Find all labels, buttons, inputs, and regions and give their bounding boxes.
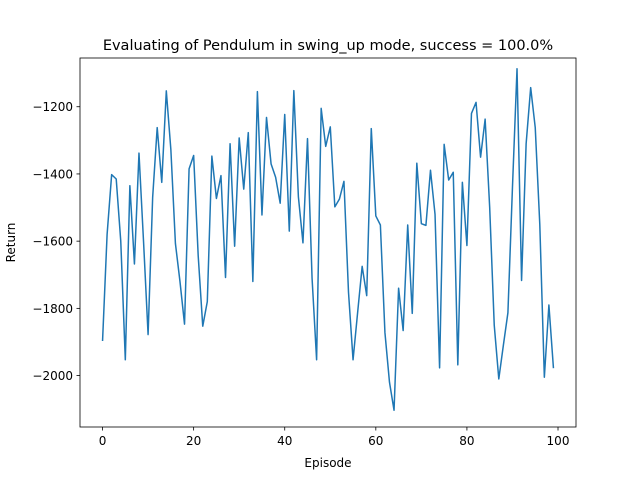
plot-frame xyxy=(79,57,577,428)
x-axis-label: Episode xyxy=(304,456,351,470)
x-tick-label: 20 xyxy=(186,434,201,448)
y-tick-label: −1600 xyxy=(32,235,73,249)
chart-title: Evaluating of Pendulum in swing_up mode,… xyxy=(103,38,553,54)
x-tick-label: 80 xyxy=(459,434,474,448)
y-tick-label: −1200 xyxy=(32,100,73,114)
x-tick-label: 0 xyxy=(99,434,107,448)
y-tick-label: −2000 xyxy=(32,369,73,383)
x-tick-label: 60 xyxy=(368,434,383,448)
x-tick-label: 100 xyxy=(547,434,570,448)
y-axis-label: Return xyxy=(4,223,18,263)
series-line-0 xyxy=(101,68,555,411)
x-axis: 0 20 40 60 80 100 xyxy=(99,427,570,448)
plot-area xyxy=(80,58,576,427)
y-tick-label: −1400 xyxy=(32,167,73,181)
x-tick-label: 40 xyxy=(277,434,292,448)
y-axis: −2000 −1800 −1600 −1400 −1200 xyxy=(32,100,80,383)
series-layer xyxy=(101,68,555,411)
y-tick-label: −1800 xyxy=(32,302,73,316)
